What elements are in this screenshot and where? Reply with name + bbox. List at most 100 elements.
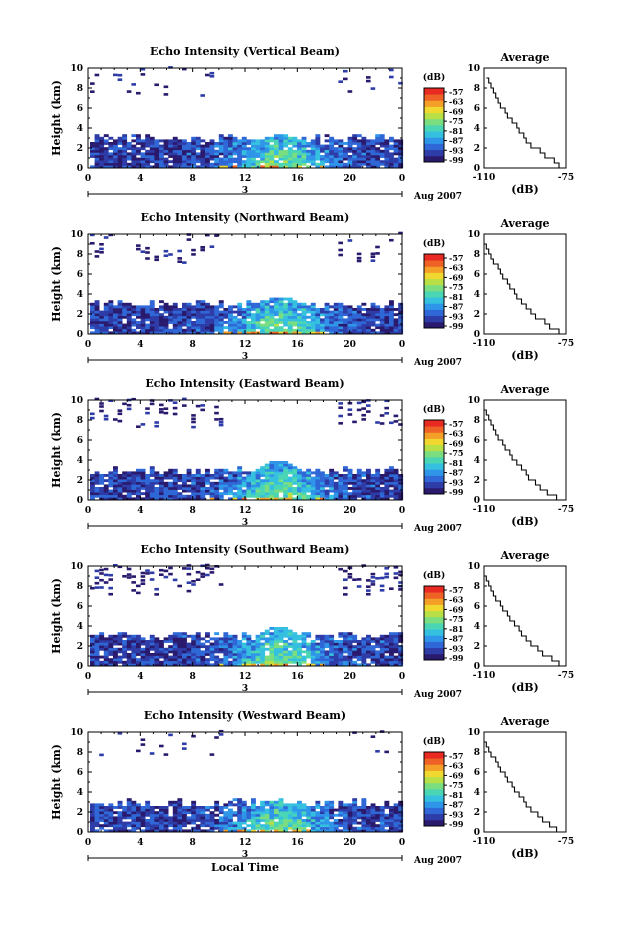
heatmap-cell — [329, 468, 335, 472]
heatmap-cell — [205, 149, 210, 153]
heatmap-cell — [113, 489, 118, 493]
heatmap-cell — [324, 315, 330, 319]
heatmap-cell — [370, 165, 376, 169]
heatmap-cell — [113, 466, 118, 470]
heatmap-cell — [370, 484, 376, 488]
heatmap-cell — [195, 476, 201, 480]
heatmap-cell — [232, 645, 238, 649]
heatmap-cell — [205, 813, 210, 817]
heatmap-cell — [260, 806, 266, 809]
average-x-label: (dB) — [511, 183, 538, 196]
heatmap-cell — [393, 162, 399, 166]
heatmap-cell — [218, 658, 224, 662]
heatmap-cell — [306, 489, 312, 493]
heatmap-cell — [177, 650, 183, 654]
heatmap-cell — [168, 66, 173, 69]
heatmap-cell — [356, 481, 362, 485]
heatmap-cell — [356, 152, 362, 156]
heatmap-cell — [163, 655, 169, 659]
heatmap-cell — [154, 650, 160, 654]
heatmap-cell — [90, 310, 95, 314]
heatmap-cell — [159, 640, 164, 643]
heatmap-cell — [292, 136, 298, 140]
heatmap-cell — [343, 305, 348, 309]
heatmap-cell — [393, 647, 399, 651]
heatmap-cell — [310, 658, 316, 662]
heatmap-cell — [398, 497, 404, 501]
heatmap-cell — [246, 647, 252, 651]
heatmap-cell — [172, 149, 178, 153]
heatmap-cell — [283, 142, 289, 145]
heatmap-cell — [103, 581, 109, 584]
heatmap-cell — [209, 315, 215, 319]
heatmap-cell — [223, 829, 229, 833]
heatmap-cell — [389, 811, 394, 815]
heatmap-cell — [366, 484, 371, 488]
heatmap-cell — [200, 144, 206, 148]
heatmap-cell — [177, 642, 183, 646]
heatmap-cell — [182, 313, 187, 317]
colorbar-frame — [423, 419, 445, 495]
heatmap-cell — [393, 468, 399, 472]
date-day: 3 — [242, 186, 248, 196]
heatmap-cell — [260, 632, 266, 636]
heatmap-cell — [154, 821, 160, 825]
heatmap-cell — [255, 315, 261, 319]
colorbar-swatch — [424, 629, 444, 636]
heatmap-cell — [117, 73, 123, 77]
heatmap-cell — [113, 165, 118, 169]
heatmap-cell — [172, 813, 178, 817]
heatmap-cell — [177, 806, 183, 809]
heatmap-cell — [297, 147, 302, 151]
heatmap-cell — [361, 811, 367, 815]
heatmap-cell — [94, 655, 100, 659]
heatmap-cell — [306, 468, 312, 472]
heatmap-cell — [122, 310, 128, 314]
heatmap-cell — [122, 476, 128, 480]
heatmap-cell — [320, 321, 325, 324]
heatmap-cell — [315, 497, 321, 501]
heatmap-cell — [352, 484, 358, 488]
heatmap-cell — [145, 157, 151, 161]
heatmap-cell — [228, 142, 233, 145]
heatmap-cell — [241, 136, 247, 140]
heatmap-cell — [159, 824, 164, 828]
heatmap-cell — [159, 744, 164, 748]
heatmap-cell — [113, 637, 118, 641]
heatmap-cell — [218, 417, 224, 421]
heatmap-cell — [338, 658, 344, 662]
colorbar-tick-label: -63 — [449, 595, 464, 605]
heatmap-cell — [113, 494, 118, 498]
heatmap-cell — [126, 302, 132, 306]
heatmap-cell — [117, 813, 123, 817]
heatmap-cell — [333, 824, 339, 828]
heatmap-cell — [384, 821, 390, 825]
heatmap-cell — [205, 806, 210, 809]
heatmap-cell — [310, 653, 316, 656]
heatmap-cell — [223, 149, 229, 153]
heatmap-cell — [140, 471, 146, 475]
heatmap-cell — [218, 144, 224, 148]
heatmap-cell — [186, 819, 192, 822]
heatmap-cell — [90, 233, 95, 237]
heatmap-cell — [274, 650, 279, 654]
heatmap-cell — [356, 256, 362, 260]
heatmap-cell — [145, 487, 151, 490]
heatmap-cell — [136, 323, 141, 327]
heatmap-cell — [398, 824, 404, 828]
heatmap-cell — [320, 637, 325, 641]
heatmap-cell — [393, 165, 399, 169]
heatmap-cell — [232, 310, 238, 314]
heatmap-cell — [126, 653, 132, 656]
heatmap-cell — [237, 645, 243, 649]
heatmap-cell — [99, 826, 105, 830]
heatmap-cell — [103, 816, 109, 820]
heatmap-cell — [297, 468, 302, 472]
heatmap-cell — [320, 645, 325, 649]
heatmap-cell — [117, 492, 123, 496]
heatmap-cell — [191, 663, 197, 667]
heatmap-cell — [393, 160, 399, 164]
heatmap-cell — [398, 152, 404, 156]
heatmap-cell — [103, 567, 109, 571]
heatmap-cell — [223, 813, 229, 817]
